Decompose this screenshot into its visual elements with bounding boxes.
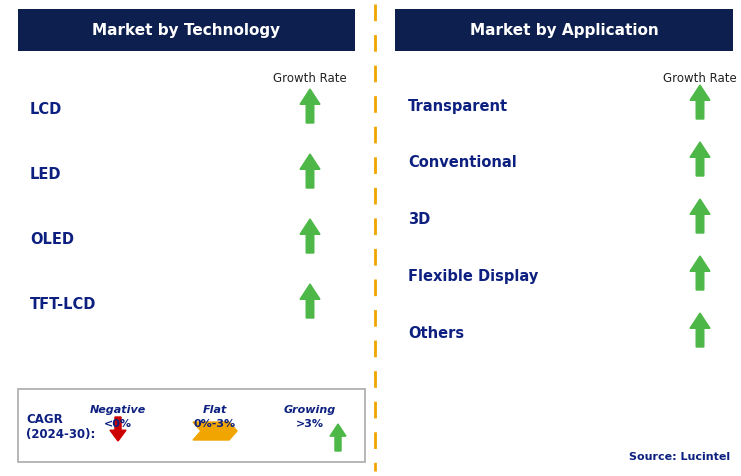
Text: Source: Lucintel: Source: Lucintel	[629, 451, 730, 461]
Polygon shape	[690, 143, 710, 177]
Text: Others: Others	[408, 326, 464, 341]
Bar	[395, 10, 733, 52]
Polygon shape	[690, 257, 710, 290]
Text: TFT-LCD: TFT-LCD	[30, 297, 96, 312]
Text: Market by Application: Market by Application	[470, 23, 658, 39]
Text: Flexible Display: Flexible Display	[408, 269, 538, 284]
Text: Growing: Growing	[284, 404, 336, 414]
Text: OLED: OLED	[30, 232, 74, 247]
Text: 0%-3%: 0%-3%	[194, 418, 236, 428]
Text: Flat: Flat	[203, 404, 227, 414]
Polygon shape	[330, 424, 346, 451]
Text: 3D: 3D	[408, 212, 431, 227]
Polygon shape	[300, 219, 320, 253]
Bar	[18, 10, 355, 52]
Polygon shape	[300, 155, 320, 188]
Text: (2024-30):: (2024-30):	[26, 427, 96, 440]
Polygon shape	[690, 199, 710, 234]
Text: CAGR: CAGR	[26, 412, 63, 425]
Text: LCD: LCD	[30, 102, 62, 117]
Text: Growth Rate: Growth Rate	[273, 72, 347, 85]
Polygon shape	[300, 90, 320, 124]
Text: Market by Technology: Market by Technology	[93, 23, 281, 39]
Bar	[18, 389, 365, 462]
Text: LED: LED	[30, 167, 62, 182]
Polygon shape	[110, 417, 126, 441]
Text: Transparent: Transparent	[408, 98, 508, 113]
Text: >3%: >3%	[296, 418, 324, 428]
Text: <0%: <0%	[104, 418, 132, 428]
Polygon shape	[300, 284, 320, 318]
Text: Conventional: Conventional	[408, 155, 516, 170]
Polygon shape	[193, 422, 237, 440]
Polygon shape	[690, 313, 710, 347]
Text: Negative: Negative	[90, 404, 146, 414]
Text: Growth Rate: Growth Rate	[663, 72, 737, 85]
Polygon shape	[690, 86, 710, 120]
